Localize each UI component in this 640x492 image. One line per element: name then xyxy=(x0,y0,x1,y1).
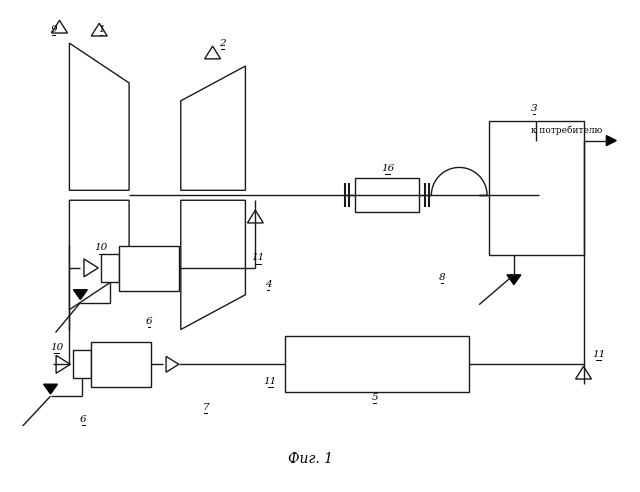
Polygon shape xyxy=(606,136,616,146)
Polygon shape xyxy=(166,356,179,372)
Polygon shape xyxy=(52,20,67,33)
Text: 1: 1 xyxy=(98,25,104,34)
Bar xyxy=(119,246,179,291)
Polygon shape xyxy=(44,384,58,394)
Text: 8: 8 xyxy=(439,274,445,282)
Polygon shape xyxy=(205,46,221,59)
Text: 11: 11 xyxy=(592,350,605,359)
Text: 11: 11 xyxy=(252,253,265,262)
Polygon shape xyxy=(84,259,99,277)
Polygon shape xyxy=(69,200,129,309)
Text: 9: 9 xyxy=(50,25,57,34)
Text: 3: 3 xyxy=(531,104,537,113)
Polygon shape xyxy=(575,367,591,379)
Polygon shape xyxy=(248,210,263,223)
Text: 10: 10 xyxy=(50,343,63,352)
Text: 10: 10 xyxy=(95,244,108,252)
Polygon shape xyxy=(56,355,70,373)
Polygon shape xyxy=(69,43,129,190)
Polygon shape xyxy=(180,200,245,330)
Bar xyxy=(92,342,151,387)
Polygon shape xyxy=(180,66,245,190)
Text: к потребителю: к потребителю xyxy=(531,126,602,135)
Text: 7: 7 xyxy=(202,402,209,412)
Polygon shape xyxy=(507,275,521,284)
Polygon shape xyxy=(92,23,108,36)
Text: 6: 6 xyxy=(80,415,86,424)
Bar xyxy=(489,121,584,255)
Bar xyxy=(101,254,119,282)
Text: Фиг. 1: Фиг. 1 xyxy=(287,452,333,466)
Text: 11: 11 xyxy=(264,377,277,386)
Bar xyxy=(74,350,92,378)
Text: 5: 5 xyxy=(371,393,378,401)
Text: 2: 2 xyxy=(220,39,226,48)
Bar xyxy=(355,179,419,212)
Text: 16: 16 xyxy=(381,164,394,173)
Polygon shape xyxy=(74,290,87,300)
Bar xyxy=(285,337,469,392)
Text: 6: 6 xyxy=(146,317,152,326)
Text: 4: 4 xyxy=(265,280,271,289)
